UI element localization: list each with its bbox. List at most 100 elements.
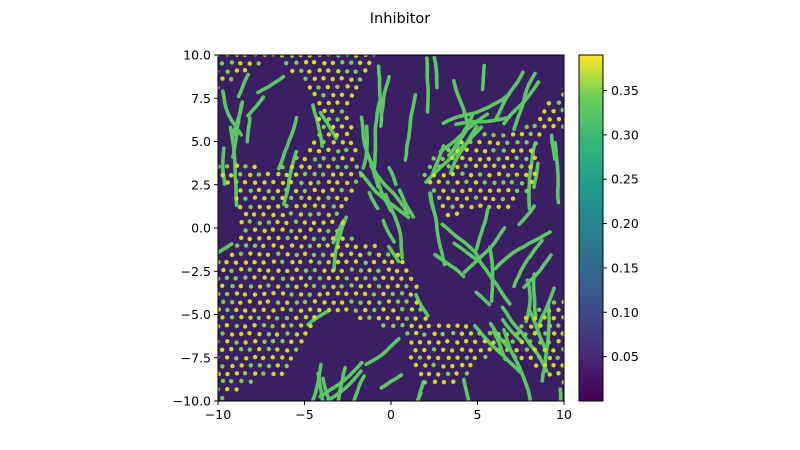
spot xyxy=(570,92,574,96)
spot xyxy=(289,339,294,344)
y-tick-label: 7.5 xyxy=(191,91,211,106)
spot xyxy=(431,362,436,368)
spot xyxy=(252,308,257,313)
stripe xyxy=(501,317,525,345)
spot xyxy=(224,323,230,328)
stripe xyxy=(321,376,332,401)
spot xyxy=(334,132,339,138)
stripe xyxy=(448,124,479,176)
spot xyxy=(468,187,473,193)
spot xyxy=(468,348,473,353)
spot xyxy=(514,155,519,160)
colorbar-gradient xyxy=(578,54,604,402)
spot xyxy=(409,340,414,345)
spot xyxy=(330,108,335,114)
spot xyxy=(367,283,372,289)
spot xyxy=(372,307,377,313)
spot xyxy=(270,276,275,281)
spot xyxy=(524,156,529,162)
stripe xyxy=(493,230,552,271)
spot xyxy=(399,291,405,296)
spot xyxy=(506,188,511,193)
spot xyxy=(252,180,258,185)
spot xyxy=(266,363,272,369)
spot xyxy=(372,276,378,281)
spot xyxy=(284,187,289,193)
spot xyxy=(316,180,321,185)
spot xyxy=(469,204,474,210)
spot xyxy=(218,339,220,344)
spot xyxy=(229,252,235,257)
y-tick-label: −2.5 xyxy=(181,264,211,279)
spot xyxy=(307,275,313,281)
spot xyxy=(224,291,230,297)
spot xyxy=(266,268,271,273)
spot xyxy=(427,164,433,170)
spot xyxy=(459,204,464,209)
spot xyxy=(432,379,438,384)
spot xyxy=(441,347,446,352)
spot xyxy=(357,77,363,82)
spot xyxy=(455,180,460,185)
spot xyxy=(266,346,271,352)
spot xyxy=(537,354,542,360)
spot xyxy=(339,187,344,193)
spot xyxy=(414,330,419,336)
spot xyxy=(220,364,225,369)
spot xyxy=(473,195,479,200)
spot xyxy=(345,69,350,74)
spot xyxy=(280,276,286,281)
spot xyxy=(371,292,377,297)
spot xyxy=(432,331,437,336)
spot xyxy=(524,140,529,145)
y-tick-label: 0.0 xyxy=(191,221,211,236)
stripe xyxy=(549,133,557,161)
spot xyxy=(331,284,336,289)
spot xyxy=(340,140,345,145)
spot xyxy=(445,180,450,185)
spot xyxy=(353,291,359,296)
spot xyxy=(473,163,479,168)
spot xyxy=(460,171,465,176)
x-tick-label: 0 xyxy=(387,407,395,422)
spot xyxy=(257,363,262,368)
spot xyxy=(308,307,313,312)
colorbar-tick-label: 0.15 xyxy=(611,260,639,275)
spot xyxy=(242,180,248,185)
stripe xyxy=(488,245,495,303)
spot xyxy=(353,69,358,74)
spot xyxy=(336,55,341,58)
spot xyxy=(354,164,359,169)
spot xyxy=(321,139,326,145)
spot xyxy=(299,195,304,200)
spot xyxy=(225,339,230,344)
spot xyxy=(335,244,341,249)
spot xyxy=(288,307,294,312)
spot xyxy=(280,180,286,186)
spot xyxy=(270,324,275,329)
spot xyxy=(514,188,520,193)
spot xyxy=(345,243,350,248)
spot xyxy=(239,378,244,384)
spot xyxy=(555,355,560,360)
spot xyxy=(418,307,423,312)
spot xyxy=(405,331,410,336)
stripe xyxy=(276,115,299,171)
spot xyxy=(234,291,240,296)
stripe xyxy=(381,218,396,244)
colorbar-tick-label: 0.05 xyxy=(611,349,639,364)
spot xyxy=(243,260,249,265)
spot xyxy=(427,340,432,345)
spot xyxy=(252,292,258,297)
spot xyxy=(303,315,309,320)
spot xyxy=(491,196,496,202)
spot xyxy=(317,163,323,169)
spot xyxy=(335,195,340,201)
spot xyxy=(335,164,340,170)
spot xyxy=(382,259,387,264)
spot xyxy=(464,179,469,184)
spot xyxy=(234,356,239,361)
y-tick-label: −5.0 xyxy=(181,307,211,322)
spot xyxy=(275,363,280,368)
